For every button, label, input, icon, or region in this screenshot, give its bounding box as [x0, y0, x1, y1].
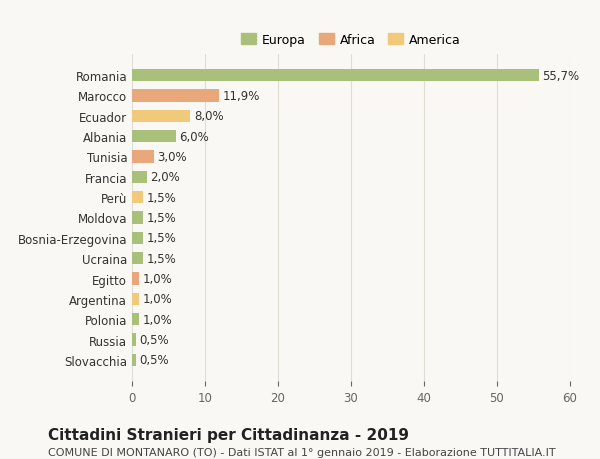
Bar [132, 354, 136, 366]
Text: Cittadini Stranieri per Cittadinanza - 2019: Cittadini Stranieri per Cittadinanza - 2… [48, 427, 409, 442]
Bar [132, 273, 139, 285]
Bar [132, 70, 539, 82]
Text: 6,0%: 6,0% [179, 130, 209, 143]
Text: 1,5%: 1,5% [146, 212, 176, 224]
Bar [132, 131, 176, 143]
Text: 1,0%: 1,0% [143, 313, 173, 326]
Bar [132, 111, 190, 123]
Bar [132, 171, 146, 184]
Bar [132, 313, 139, 325]
Text: 0,5%: 0,5% [139, 353, 169, 367]
Bar [132, 334, 136, 346]
Text: 55,7%: 55,7% [542, 69, 580, 83]
Bar [132, 232, 143, 244]
Bar [132, 212, 143, 224]
Text: COMUNE DI MONTANARO (TO) - Dati ISTAT al 1° gennaio 2019 - Elaborazione TUTTITAL: COMUNE DI MONTANARO (TO) - Dati ISTAT al… [48, 448, 556, 458]
Bar [132, 90, 219, 102]
Text: 3,0%: 3,0% [158, 151, 187, 164]
Text: 1,0%: 1,0% [143, 272, 173, 285]
Bar [132, 192, 143, 204]
Bar [132, 252, 143, 265]
Text: 2,0%: 2,0% [150, 171, 180, 184]
Bar [132, 151, 154, 163]
Text: 0,5%: 0,5% [139, 333, 169, 346]
Text: 1,5%: 1,5% [146, 232, 176, 245]
Legend: Europa, Africa, America: Europa, Africa, America [236, 29, 466, 52]
Text: 1,5%: 1,5% [146, 191, 176, 204]
Text: 1,5%: 1,5% [146, 252, 176, 265]
Text: 8,0%: 8,0% [194, 110, 224, 123]
Text: 11,9%: 11,9% [223, 90, 260, 103]
Text: 1,0%: 1,0% [143, 293, 173, 306]
Bar [132, 293, 139, 305]
